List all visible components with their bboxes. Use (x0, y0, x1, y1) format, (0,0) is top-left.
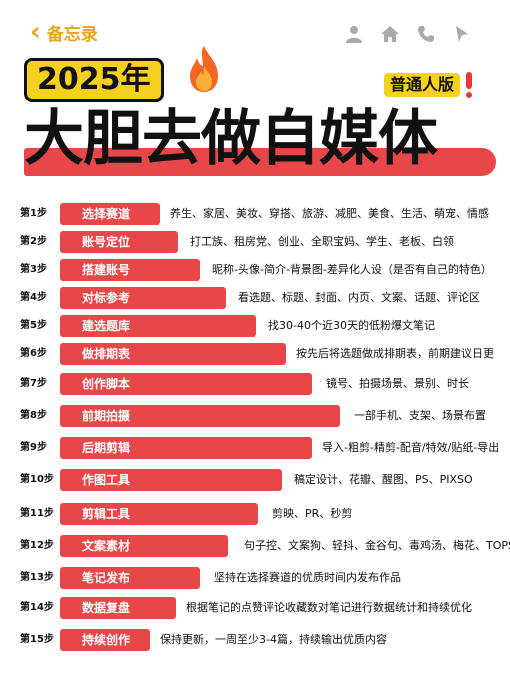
phone-icon[interactable] (416, 24, 436, 44)
step-title: 选择赛道 (82, 207, 131, 221)
step-row: 第7步 创作脚本 镜号、拍摄场景、景别、时长 (0, 370, 510, 398)
toolbar-icons (344, 24, 472, 44)
step-description: 剪映、PR、秒剪 (272, 507, 353, 520)
step-title: 对标参考 (82, 291, 131, 305)
step-number: 第13步 (20, 572, 54, 583)
step-number: 第14步 (20, 602, 54, 613)
step-description: 坚持在选择赛道的优质时间内发布作品 (214, 571, 401, 584)
step-title: 数据复盘 (82, 601, 131, 615)
step-bar (60, 405, 340, 427)
step-bar (60, 231, 178, 253)
step-bar (60, 535, 228, 557)
step-bar (60, 437, 312, 459)
step-description: 昵称-头像-简介-背景图-差异化人设（是否有自己的特色） (212, 263, 492, 276)
step-row: 第2步 账号定位 打工族、租房党、创业、全职宝妈、学生、老板、白领 (0, 228, 510, 256)
step-row: 第3步 搭建账号 昵称-头像-简介-背景图-差异化人设（是否有自己的特色） (0, 256, 510, 284)
step-number: 第8步 (20, 410, 47, 421)
exclamation-icon (464, 72, 474, 98)
step-row: 第8步 前期拍摄 一部手机、支架、场景布置 (0, 402, 510, 430)
step-bar (60, 629, 150, 651)
back-label: 备忘录 (46, 24, 98, 45)
step-description: 导入-粗剪-精剪-配音/特效/贴纸-导出 (322, 441, 500, 454)
page-title: 大胆去做自媒体 (24, 104, 438, 174)
chevron-left-icon: ‹ (30, 17, 41, 47)
step-bar (60, 503, 258, 525)
step-title: 搭建账号 (82, 263, 131, 277)
step-description: 稿定设计、花瓣、醒图、PS、PIXSO (294, 473, 473, 486)
step-title: 笔记发布 (82, 571, 131, 585)
step-row: 第6步 做排期表 按先后将选题做成排期表，前期建议日更 (0, 340, 510, 368)
step-number: 第5步 (20, 320, 47, 331)
step-title: 做排期表 (82, 347, 131, 361)
year-badge: 2025年 (24, 58, 164, 102)
step-description: 一部手机、支架、场景布置 (354, 409, 486, 422)
step-title: 文案素材 (82, 539, 131, 553)
step-description: 看选题、标题、封面、内页、文案、话题、评论区 (238, 291, 480, 304)
step-description: 镜号、拍摄场景、景别、时长 (326, 377, 469, 390)
step-row: 第10步 作图工具 稿定设计、花瓣、醒图、PS、PIXSO (0, 466, 510, 494)
step-bar (60, 597, 176, 619)
step-title: 账号定位 (82, 235, 131, 249)
step-row: 第12步 文案素材 句子控、文案狗、轻抖、金谷句、毒鸡汤、梅花、TOPS (0, 532, 510, 560)
step-description: 打工族、租房党、创业、全职宝妈、学生、老板、白领 (190, 235, 454, 248)
step-description: 养生、家居、美妆、穿搭、旅游、减肥、美食、生活、萌宠、情感 (170, 207, 489, 220)
step-row: 第4步 对标参考 看选题、标题、封面、内页、文案、话题、评论区 (0, 284, 510, 312)
step-row: 第13步 笔记发布 坚持在选择赛道的优质时间内发布作品 (0, 564, 510, 592)
step-number: 第10步 (20, 474, 54, 485)
step-row: 第9步 后期剪辑 导入-粗剪-精剪-配音/特效/贴纸-导出 (0, 434, 510, 462)
step-row: 第14步 数据复盘 根据笔记的点赞评论收藏数对笔记进行数据统计和持续优化 (0, 594, 510, 622)
step-bar (60, 315, 256, 337)
step-title: 剪辑工具 (82, 507, 131, 521)
step-bar (60, 259, 200, 281)
step-title: 前期拍摄 (82, 409, 131, 423)
step-bar (60, 373, 312, 395)
step-number: 第9步 (20, 442, 47, 453)
step-title: 作图工具 (82, 473, 131, 487)
step-bar (60, 203, 160, 225)
step-title: 创作脚本 (82, 377, 131, 391)
step-row: 第11步 剪辑工具 剪映、PR、秒剪 (0, 500, 510, 528)
top-bar: ‹ 备忘录 (0, 0, 510, 60)
headline-highlight (24, 148, 496, 176)
edition-group: 普通人版 (384, 72, 474, 98)
step-number: 第1步 (20, 208, 47, 219)
step-bar (60, 567, 200, 589)
step-description: 保持更新，一周至少3-4篇，持续输出优质内容 (160, 633, 387, 646)
step-number: 第12步 (20, 540, 54, 551)
step-number: 第7步 (20, 378, 47, 389)
step-description: 找30-40个近30天的低粉爆文笔记 (268, 319, 435, 332)
step-bar (60, 469, 282, 491)
step-number: 第3步 (20, 264, 47, 275)
step-number: 第2步 (20, 236, 47, 247)
step-number: 第6步 (20, 348, 47, 359)
step-description: 按先后将选题做成排期表，前期建议日更 (296, 347, 494, 360)
step-bar (60, 287, 226, 309)
step-number: 第15步 (20, 634, 54, 645)
step-title: 后期剪辑 (82, 441, 131, 455)
step-row: 第5步 建选题库 找30-40个近30天的低粉爆文笔记 (0, 312, 510, 340)
home-icon[interactable] (380, 24, 400, 44)
step-description: 句子控、文案狗、轻抖、金谷句、毒鸡汤、梅花、TOPS (244, 539, 510, 552)
step-row: 第15步 持续创作 保持更新，一周至少3-4篇，持续输出优质内容 (0, 626, 510, 654)
send-icon[interactable] (452, 24, 472, 44)
step-row: 第1步 选择赛道 养生、家居、美妆、穿搭、旅游、减肥、美食、生活、萌宠、情感 (0, 200, 510, 228)
step-bar (60, 343, 286, 365)
person-icon[interactable] (344, 24, 364, 44)
back-button[interactable]: ‹ 备忘录 (30, 19, 98, 45)
step-number: 第11步 (20, 508, 54, 519)
step-title: 持续创作 (82, 633, 131, 647)
fire-icon (190, 46, 218, 92)
step-number: 第4步 (20, 292, 47, 303)
step-description: 根据笔记的点赞评论收藏数对笔记进行数据统计和持续优化 (186, 601, 472, 614)
step-title: 建选题库 (82, 319, 131, 333)
edition-badge: 普通人版 (384, 73, 461, 97)
year-badge-group: 2025年 (24, 46, 218, 102)
